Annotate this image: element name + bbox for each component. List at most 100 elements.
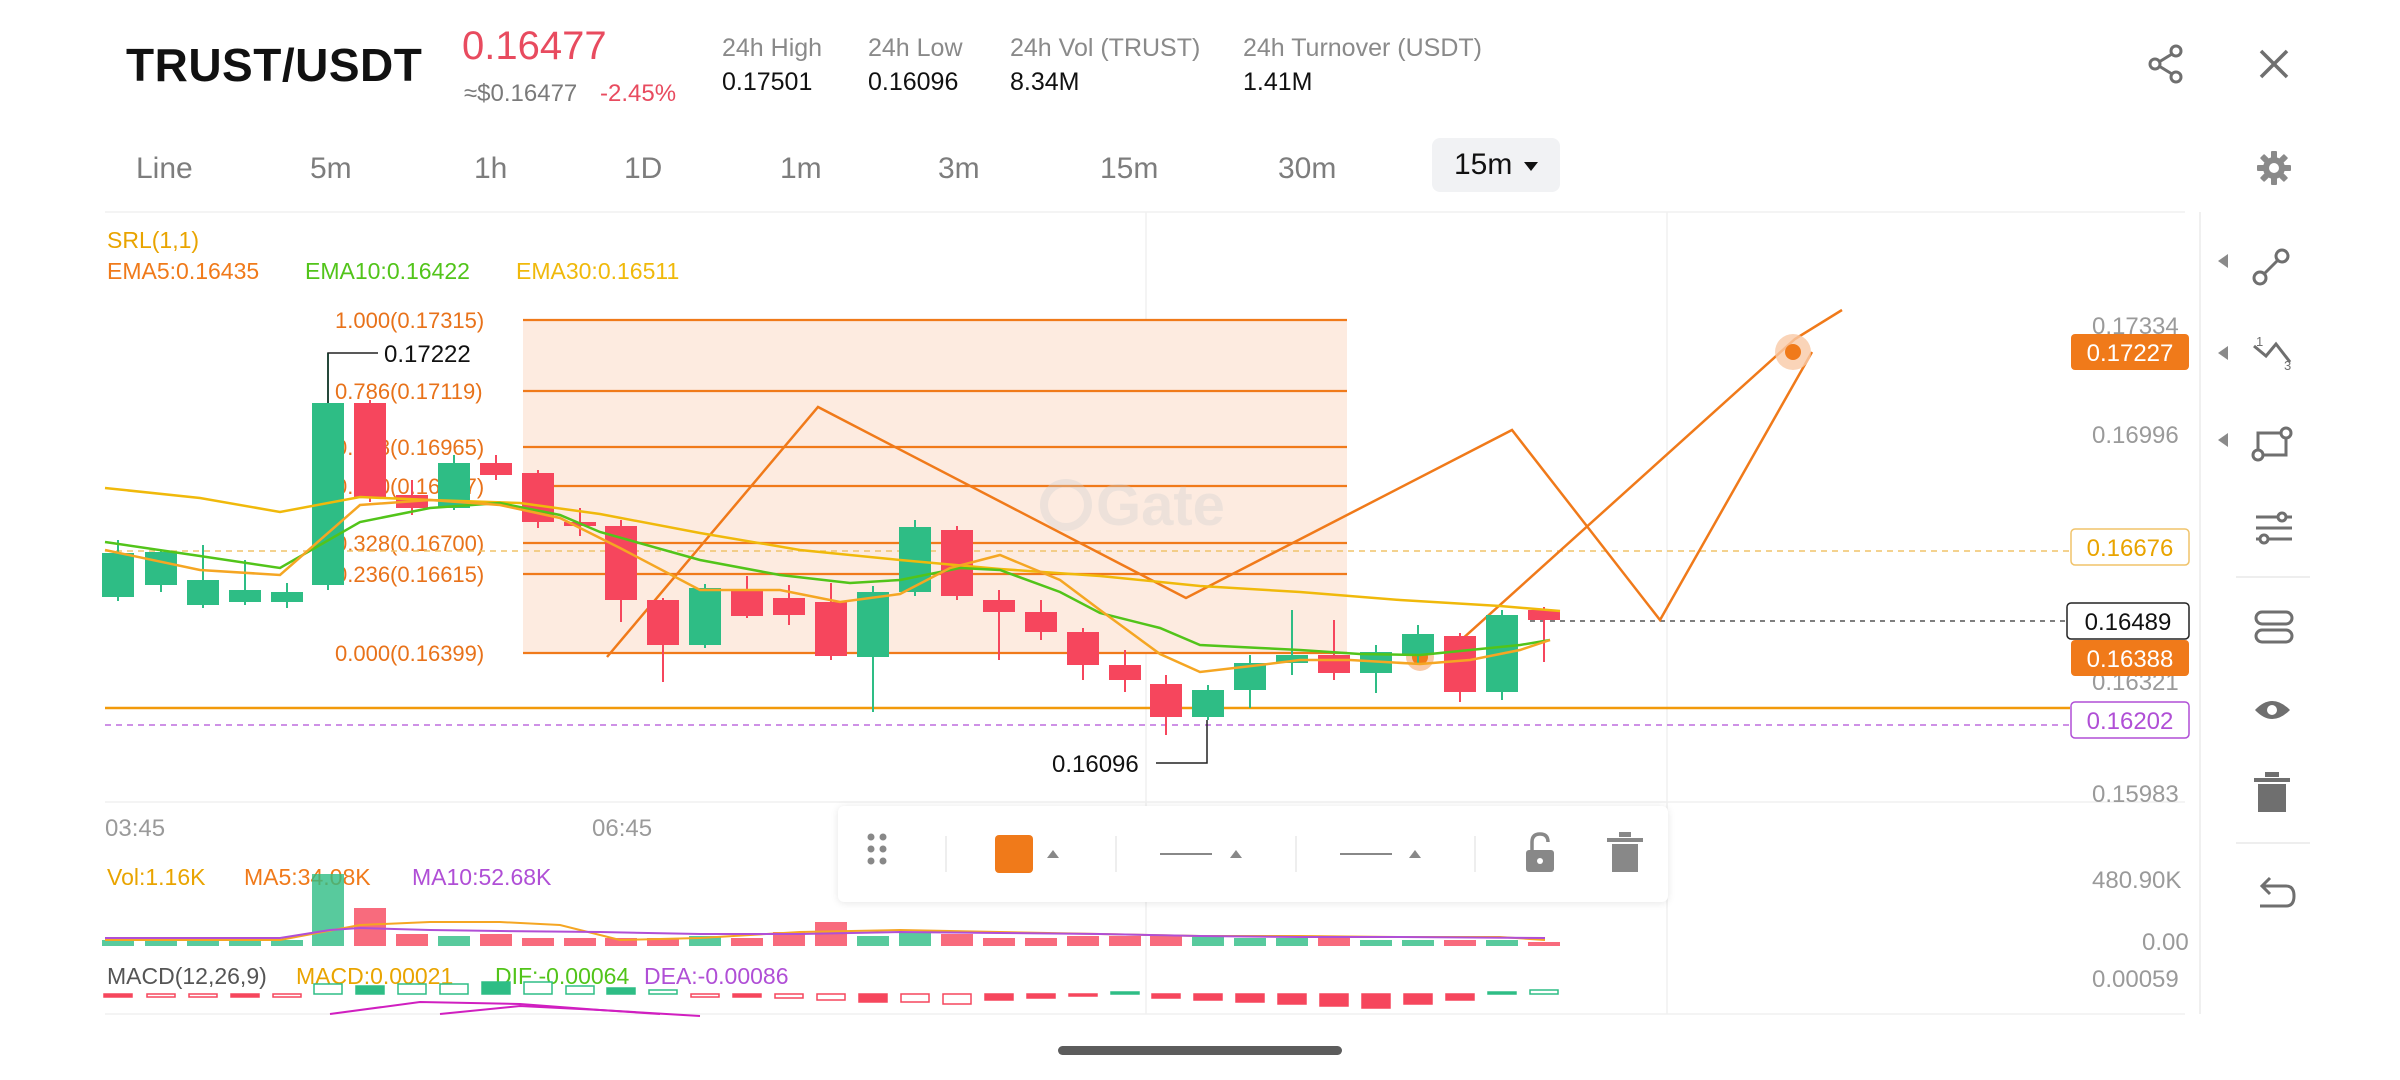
pair-title[interactable]: TRUST/USDT — [126, 39, 423, 91]
indicator-settings-icon[interactable] — [2256, 511, 2292, 545]
tab-15m[interactable]: 15m — [1100, 152, 1159, 185]
price-tag-yellow-text: 0.16676 — [2087, 535, 2174, 562]
shape-tool-icon[interactable] — [2251, 426, 2293, 462]
undo-icon[interactable] — [2259, 876, 2296, 908]
tab-1m[interactable]: 1m — [780, 152, 822, 185]
macd-bar — [942, 993, 972, 1005]
stat-value: 8.34M — [1010, 68, 1080, 96]
tab-line[interactable]: Line — [136, 152, 193, 185]
price-tag-purple[interactable] — [2070, 701, 2190, 739]
macd-bar — [858, 993, 888, 1003]
macd-bar — [1151, 993, 1181, 999]
stat-value: 0.17501 — [722, 68, 813, 96]
stat-label: 24h Turnover (USDT) — [1243, 34, 1482, 62]
volume-bar — [1276, 938, 1308, 946]
macd-bar — [1026, 993, 1056, 999]
color-picker[interactable] — [995, 835, 1033, 873]
price-tag-orange-top[interactable] — [2071, 334, 2189, 370]
share-icon[interactable] — [2148, 44, 2184, 89]
price-tag-orange-top-text: 0.17227 — [2087, 340, 2174, 367]
unlock-icon[interactable] — [1526, 832, 1554, 872]
volume-bar — [438, 936, 470, 946]
visibility-icon[interactable] — [2255, 701, 2290, 719]
x-axis-tick: 03:45 — [105, 815, 165, 842]
candle-down — [647, 598, 679, 682]
tab-5m[interactable]: 5m — [310, 152, 352, 185]
trash-icon[interactable] — [1607, 832, 1643, 872]
price-tag-yellow[interactable] — [2070, 528, 2190, 566]
delete-drawings-icon[interactable] — [2254, 772, 2290, 812]
chart-settings-icon[interactable] — [2256, 150, 2292, 191]
macd-bar — [1193, 993, 1223, 1001]
tab-3m[interactable]: 3m — [938, 152, 980, 185]
expand-arrow-icon[interactable] — [2218, 433, 2228, 447]
volume-ma10-line — [105, 926, 1546, 939]
fib-tool-icon[interactable]: 1 3 — [2253, 334, 2291, 373]
volume-bar — [145, 940, 177, 946]
macd-bar — [1277, 993, 1307, 1005]
fib-level-label: 0.328(0.16700) — [335, 531, 484, 556]
trendline-tool-icon[interactable] — [2252, 248, 2290, 286]
candle-down — [983, 590, 1015, 660]
candle-down — [1150, 675, 1182, 735]
last-price: 0.16477 — [462, 24, 607, 68]
volume-bar — [480, 934, 512, 946]
macd-bar — [313, 983, 343, 995]
compare-icon[interactable] — [2254, 610, 2294, 644]
line-style-dropdown-icon[interactable] — [1230, 850, 1242, 858]
macd-bar — [565, 985, 595, 995]
color-dropdown-icon[interactable] — [1047, 850, 1059, 858]
tab-active-interval[interactable]: 15m — [1432, 138, 1561, 192]
volume-bar — [983, 938, 1015, 946]
drawing-edit-toolbar — [838, 806, 1668, 902]
macd-histogram — [103, 981, 1559, 1009]
candle-up — [857, 586, 889, 712]
candle-down — [815, 583, 847, 660]
candle-down — [1025, 600, 1057, 640]
expand-arrow-icon[interactable] — [2218, 254, 2228, 268]
macd-bar — [816, 993, 846, 1001]
line-width-dropdown-icon[interactable] — [1409, 850, 1421, 858]
watermark: Gate — [1040, 473, 1225, 538]
expand-arrow-icon[interactable] — [2218, 346, 2228, 360]
volume-bar — [941, 934, 973, 946]
macd-bar — [397, 983, 427, 995]
drawn-zigzag-line[interactable] — [606, 351, 1814, 658]
volume-bar — [564, 938, 596, 946]
volume-bar — [1360, 940, 1392, 946]
tab-1d[interactable]: 1D — [624, 152, 663, 185]
fib-level-label: 0.786(0.17119) — [335, 379, 483, 404]
y-axis-tick: 0.15983 — [2092, 781, 2179, 808]
home-indicator — [1058, 1046, 1342, 1055]
volume-bar — [396, 934, 428, 946]
volume-bar — [312, 874, 344, 946]
candle-up — [229, 560, 261, 605]
ema5-line — [104, 498, 1551, 674]
candle-up — [1192, 685, 1224, 720]
candle-up — [1276, 610, 1308, 675]
close-icon[interactable] — [2258, 48, 2290, 85]
macd-bar — [1235, 993, 1265, 1003]
candle-up — [1360, 645, 1392, 693]
fib-level-label: 0.000(0.16399) — [335, 641, 484, 666]
volume-bar — [522, 938, 554, 946]
price-change: -2.45% — [600, 80, 677, 107]
macd-bar — [230, 993, 260, 998]
tab-30m[interactable]: 30m — [1278, 152, 1337, 185]
low-marker-label: 0.16096 — [1052, 751, 1139, 778]
drag-handle-icon[interactable] — [867, 833, 887, 865]
stat-value: 1.41M — [1243, 68, 1313, 96]
price-tag-orange[interactable] — [2071, 640, 2189, 676]
svg-text:3: 3 — [2284, 358, 2291, 373]
volume-ma10-label: MA10:52.68K — [412, 864, 552, 890]
line-anchor-dot[interactable] — [1785, 344, 1801, 360]
volume-ma5-label: MA5:34.08K — [244, 864, 371, 890]
volume-bar — [1318, 938, 1350, 946]
price-tag-current — [2066, 602, 2190, 640]
fib-level-label: 0.236(0.16615) — [335, 562, 484, 587]
tab-1h[interactable]: 1h — [474, 152, 508, 185]
macd-bar — [900, 993, 930, 1003]
macd-bar — [732, 993, 762, 998]
active-interval-label: 15m — [1454, 148, 1513, 181]
